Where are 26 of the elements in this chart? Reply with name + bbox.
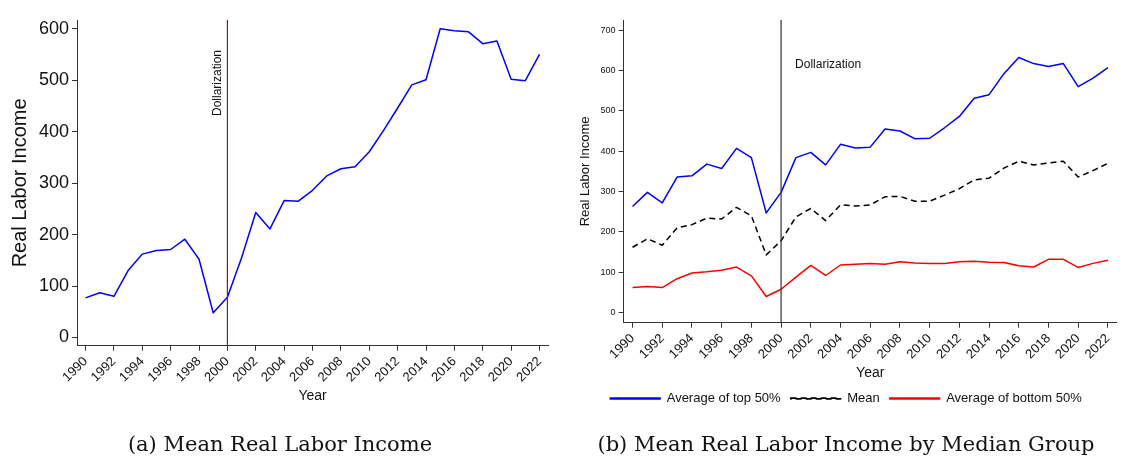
- ref-line-label: Dollarization: [795, 57, 862, 72]
- y-tick-label: 0: [59, 326, 70, 347]
- y-tick-label: 200: [38, 223, 70, 244]
- legend-label: Average of top 50%: [666, 390, 782, 406]
- y-tick-label: 400: [38, 120, 70, 141]
- text: (b) Mean Real Labor Income by Median Group: [596, 432, 1096, 456]
- y-tick-label: 300: [600, 186, 616, 197]
- y-tick-label: 0: [610, 307, 616, 318]
- y-tick-label: 200: [600, 226, 616, 237]
- legend-label: Average of bottom 50%: [946, 390, 1083, 406]
- y-tick-label: 600: [600, 64, 616, 75]
- y-tick-label: 500: [600, 105, 616, 116]
- y-tick-label: 600: [38, 17, 70, 38]
- ref-line-label: Dollarization: [209, 50, 224, 117]
- legend-label: Mean: [847, 390, 880, 406]
- y-axis-title: Real Labor Income: [577, 116, 593, 227]
- y-tick-label: 100: [38, 275, 70, 295]
- y-tick-label: 400: [600, 145, 616, 156]
- y-tick-label: 100: [600, 266, 616, 277]
- y-axis-title: Real Labor Income: [7, 98, 30, 268]
- x-axis-title: Year: [856, 364, 885, 381]
- text: (a) Mean Real Labor Income: [126, 432, 434, 456]
- x-axis-title: Year: [298, 387, 327, 404]
- y-tick-label: 700: [600, 24, 616, 35]
- y-tick-label: 500: [38, 69, 70, 90]
- y-tick-label: 300: [38, 172, 70, 193]
